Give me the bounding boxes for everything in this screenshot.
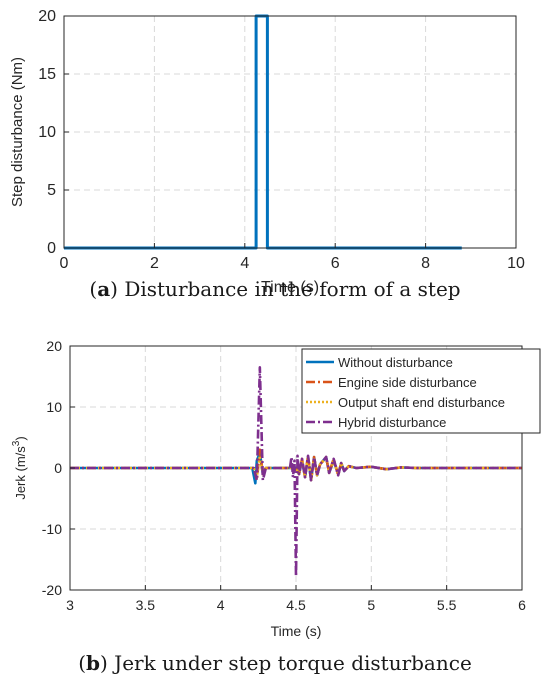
legend-box (301, 348, 541, 434)
caption-a: (a) Disturbance in the form of a step (89, 277, 461, 301)
caption-b: (b) Jerk under step torque disturbance (78, 651, 472, 675)
y-tick-label-b-4: 20 (46, 338, 62, 354)
series-line-a-0 (64, 14, 462, 250)
y-tick-label-a-4: 20 (38, 8, 56, 25)
caption-b-text: Jerk under step torque disturbance (107, 651, 472, 675)
y-tick-label-b-1: -10 (42, 521, 62, 537)
chart-panel-b: 3 3.5 4 4.5 5 5.5 6 -20 -10 0 10 20 Time (s) Jerk (m/… (11, 338, 541, 639)
caption-a-label: a (97, 277, 111, 301)
x-tick-label-a-2: 4 (240, 255, 249, 272)
y-tick-label-a-1: 5 (47, 182, 56, 199)
x-tick-label-b-3: 4.5 (286, 597, 306, 613)
y-axis-label-b: Jerk (m/s3) (11, 436, 28, 499)
legend-label-3: Hybrid disturbance (338, 415, 446, 430)
y-axis-label-base-b: Jerk (m/s (13, 446, 28, 500)
x-tick-label-a-4: 8 (421, 255, 430, 272)
x-tick-label-b-4: 5 (367, 597, 375, 613)
y-tick-label-b-0: -20 (42, 582, 62, 598)
y-axis-label-sup-b: 3 (11, 440, 22, 446)
x-axis-label-a: Time (s) (261, 279, 319, 296)
x-tick-label-a-5: 10 (507, 255, 525, 272)
y-axis-label-end-b: ) (13, 436, 28, 440)
x-tick-label-a-1: 2 (150, 255, 159, 272)
x-tick-label-b-5: 5.5 (437, 597, 457, 613)
x-tick-label-b-0: 3 (66, 597, 74, 613)
x-axis-label-b: Time (s) (271, 623, 322, 639)
series-line-b-3 (70, 366, 522, 578)
y-axis-label-a: Step disturbance (Nm) (9, 57, 26, 207)
caption-b-label: b (86, 651, 100, 675)
y-tick-label-b-3: 10 (46, 399, 62, 415)
x-tick-label-b-2: 4 (217, 597, 225, 613)
y-tick-label-a-3: 15 (38, 66, 56, 83)
legend-label-0: Without disturbance (338, 355, 453, 370)
chart-panel-a: 0 2 4 6 8 10 0 5 10 15 20 Time (s) Step disturbance … (9, 8, 525, 296)
series-line-b-1 (70, 448, 522, 482)
y-tick-label-a-0: 0 (47, 240, 56, 257)
x-tick-label-b-6: 6 (518, 597, 526, 613)
y-tick-label-a-2: 10 (38, 124, 56, 141)
x-tick-label-b-1: 3.5 (136, 597, 156, 613)
x-tick-label-a-0: 0 (60, 255, 69, 272)
legend-label-2: Output shaft end disturbance (338, 395, 505, 410)
legend-label-1: Engine side disturbance (338, 375, 477, 390)
caption-a-text: Disturbance in the form of a step (117, 277, 461, 301)
x-tick-label-a-3: 6 (331, 255, 340, 272)
y-tick-label-b-2: 0 (54, 460, 62, 476)
